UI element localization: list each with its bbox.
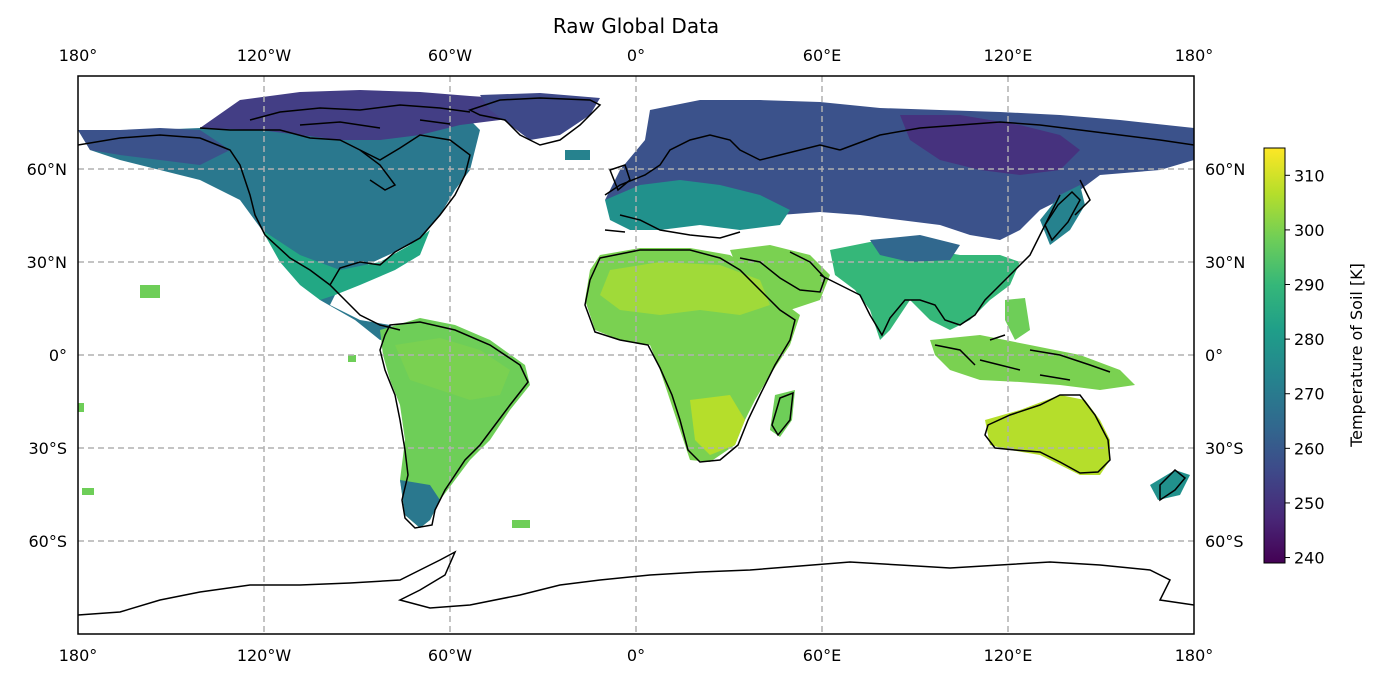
- colorbar-tick-label-3: 270: [1294, 385, 1325, 404]
- lat-label-right-1: 30°N: [1205, 253, 1245, 272]
- colorbar-gradient: [1263, 147, 1286, 564]
- map-frame: [77, 75, 1195, 635]
- colorbar-tick-label-5: 290: [1294, 276, 1325, 295]
- lon-label-bottom-4: 60°E: [803, 646, 841, 665]
- lon-label-bottom-6: 180°: [1175, 646, 1214, 665]
- sahara-field: [600, 262, 770, 315]
- coastline-middle-east: [739, 251, 826, 293]
- lon-label-bottom-3: 0°: [627, 646, 645, 665]
- lat-label-right-3: 30°S: [1205, 439, 1244, 458]
- australia-field: [985, 395, 1110, 475]
- coastline-new-zealand: [1159, 468, 1187, 502]
- lon-label-bottom-5: 120°E: [984, 646, 1033, 665]
- colorbar-tick-label-2: 260: [1294, 439, 1325, 458]
- tibet-field: [870, 235, 960, 262]
- lon-label-top-1: 120°W: [237, 46, 292, 65]
- coastline-asia-north: [839, 121, 1194, 216]
- coastline-indonesia: [934, 334, 1111, 381]
- kalahari-field: [690, 395, 745, 455]
- coastline-antarctica: [78, 550, 1194, 616]
- colorbar-label: Temperature of Soil [K]: [1347, 263, 1366, 448]
- map-title: Raw Global Data: [553, 14, 719, 38]
- latitude-labels-right: 60°N 30°N 0° 30°S 60°S: [1205, 160, 1245, 551]
- lat-label-left-2: 0°: [49, 346, 67, 365]
- lon-label-bottom-1: 120°W: [237, 646, 292, 665]
- lat-label-left-1: 30°N: [27, 253, 67, 272]
- coastline-arctic-islands: [249, 104, 471, 129]
- lon-label-top-0: 180°: [59, 46, 98, 65]
- lon-label-bottom-2: 60°W: [428, 646, 472, 665]
- coastline-australia: [984, 394, 1111, 474]
- coastline-north-america: [78, 127, 471, 331]
- soil-temperature-field: [78, 90, 1194, 528]
- coastlines: [78, 97, 1194, 616]
- map-area: [78, 76, 1194, 634]
- lat-label-left-0: 60°N: [27, 160, 67, 179]
- lat-label-right-2: 0°: [1205, 346, 1223, 365]
- lat-label-right-0: 60°N: [1205, 160, 1245, 179]
- lon-label-top-5: 120°E: [984, 46, 1033, 65]
- coastline-asia-east: [819, 194, 1061, 337]
- colorbar-ticks: 240 250 260 270 280 290 300 310: [1285, 166, 1325, 568]
- longitude-labels-bottom: 180° 120°W 60°W 0° 60°E 120°E 180°: [59, 646, 1214, 665]
- lon-label-top-4: 60°E: [803, 46, 841, 65]
- greenland-field: [480, 93, 600, 140]
- indonesia-field: [930, 335, 1135, 390]
- lon-label-top-3: 0°: [627, 46, 645, 65]
- lon-label-bottom-0: 180°: [59, 646, 98, 665]
- japan-field: [1040, 185, 1085, 245]
- colorbar-tick-label-7: 310: [1294, 166, 1325, 185]
- coastline-south-america: [379, 321, 529, 529]
- asia-south-field: [830, 240, 1020, 340]
- lat-label-left-4: 60°S: [28, 532, 67, 551]
- lat-label-right-4: 60°S: [1205, 532, 1244, 551]
- lat-label-left-3: 30°S: [28, 439, 67, 458]
- madagascar-field: [770, 390, 795, 437]
- coastline-japan: [1044, 190, 1081, 242]
- coastline-hudson: [359, 149, 397, 191]
- coastline-europe: [604, 134, 841, 239]
- philippines-field: [1005, 298, 1030, 340]
- europe-field: [605, 180, 790, 230]
- colorbar-tick-label-6: 300: [1294, 221, 1325, 240]
- colorbar: 240 250 260 270 280 290 300 310 Temperature of …: [1263, 147, 1366, 568]
- amazon-field: [395, 338, 510, 400]
- colorbar-tick-label-1: 250: [1294, 494, 1325, 513]
- lon-label-top-6: 180°: [1175, 46, 1214, 65]
- longitude-labels-top: 180° 120°W 60°W 0° 60°E 120°E 180°: [59, 46, 1214, 65]
- coastline-africa: [584, 249, 796, 463]
- canada-arctic-field: [200, 90, 520, 140]
- gridlines: [78, 76, 1194, 634]
- colorbar-tick-label-4: 280: [1294, 330, 1325, 349]
- coastline-madagascar: [771, 391, 794, 437]
- siberia-cold-field: [900, 115, 1080, 175]
- lon-label-top-2: 60°W: [428, 46, 472, 65]
- latitude-labels-left: 60°N 30°N 0° 30°S 60°S: [27, 160, 67, 551]
- coastline-greenland: [468, 97, 602, 146]
- coastline-uk: [609, 164, 631, 192]
- patagonia-field: [400, 480, 440, 528]
- iceland-field: [565, 150, 590, 160]
- us-south-field: [262, 230, 430, 300]
- colorbar-tick-label-0: 240: [1294, 549, 1325, 568]
